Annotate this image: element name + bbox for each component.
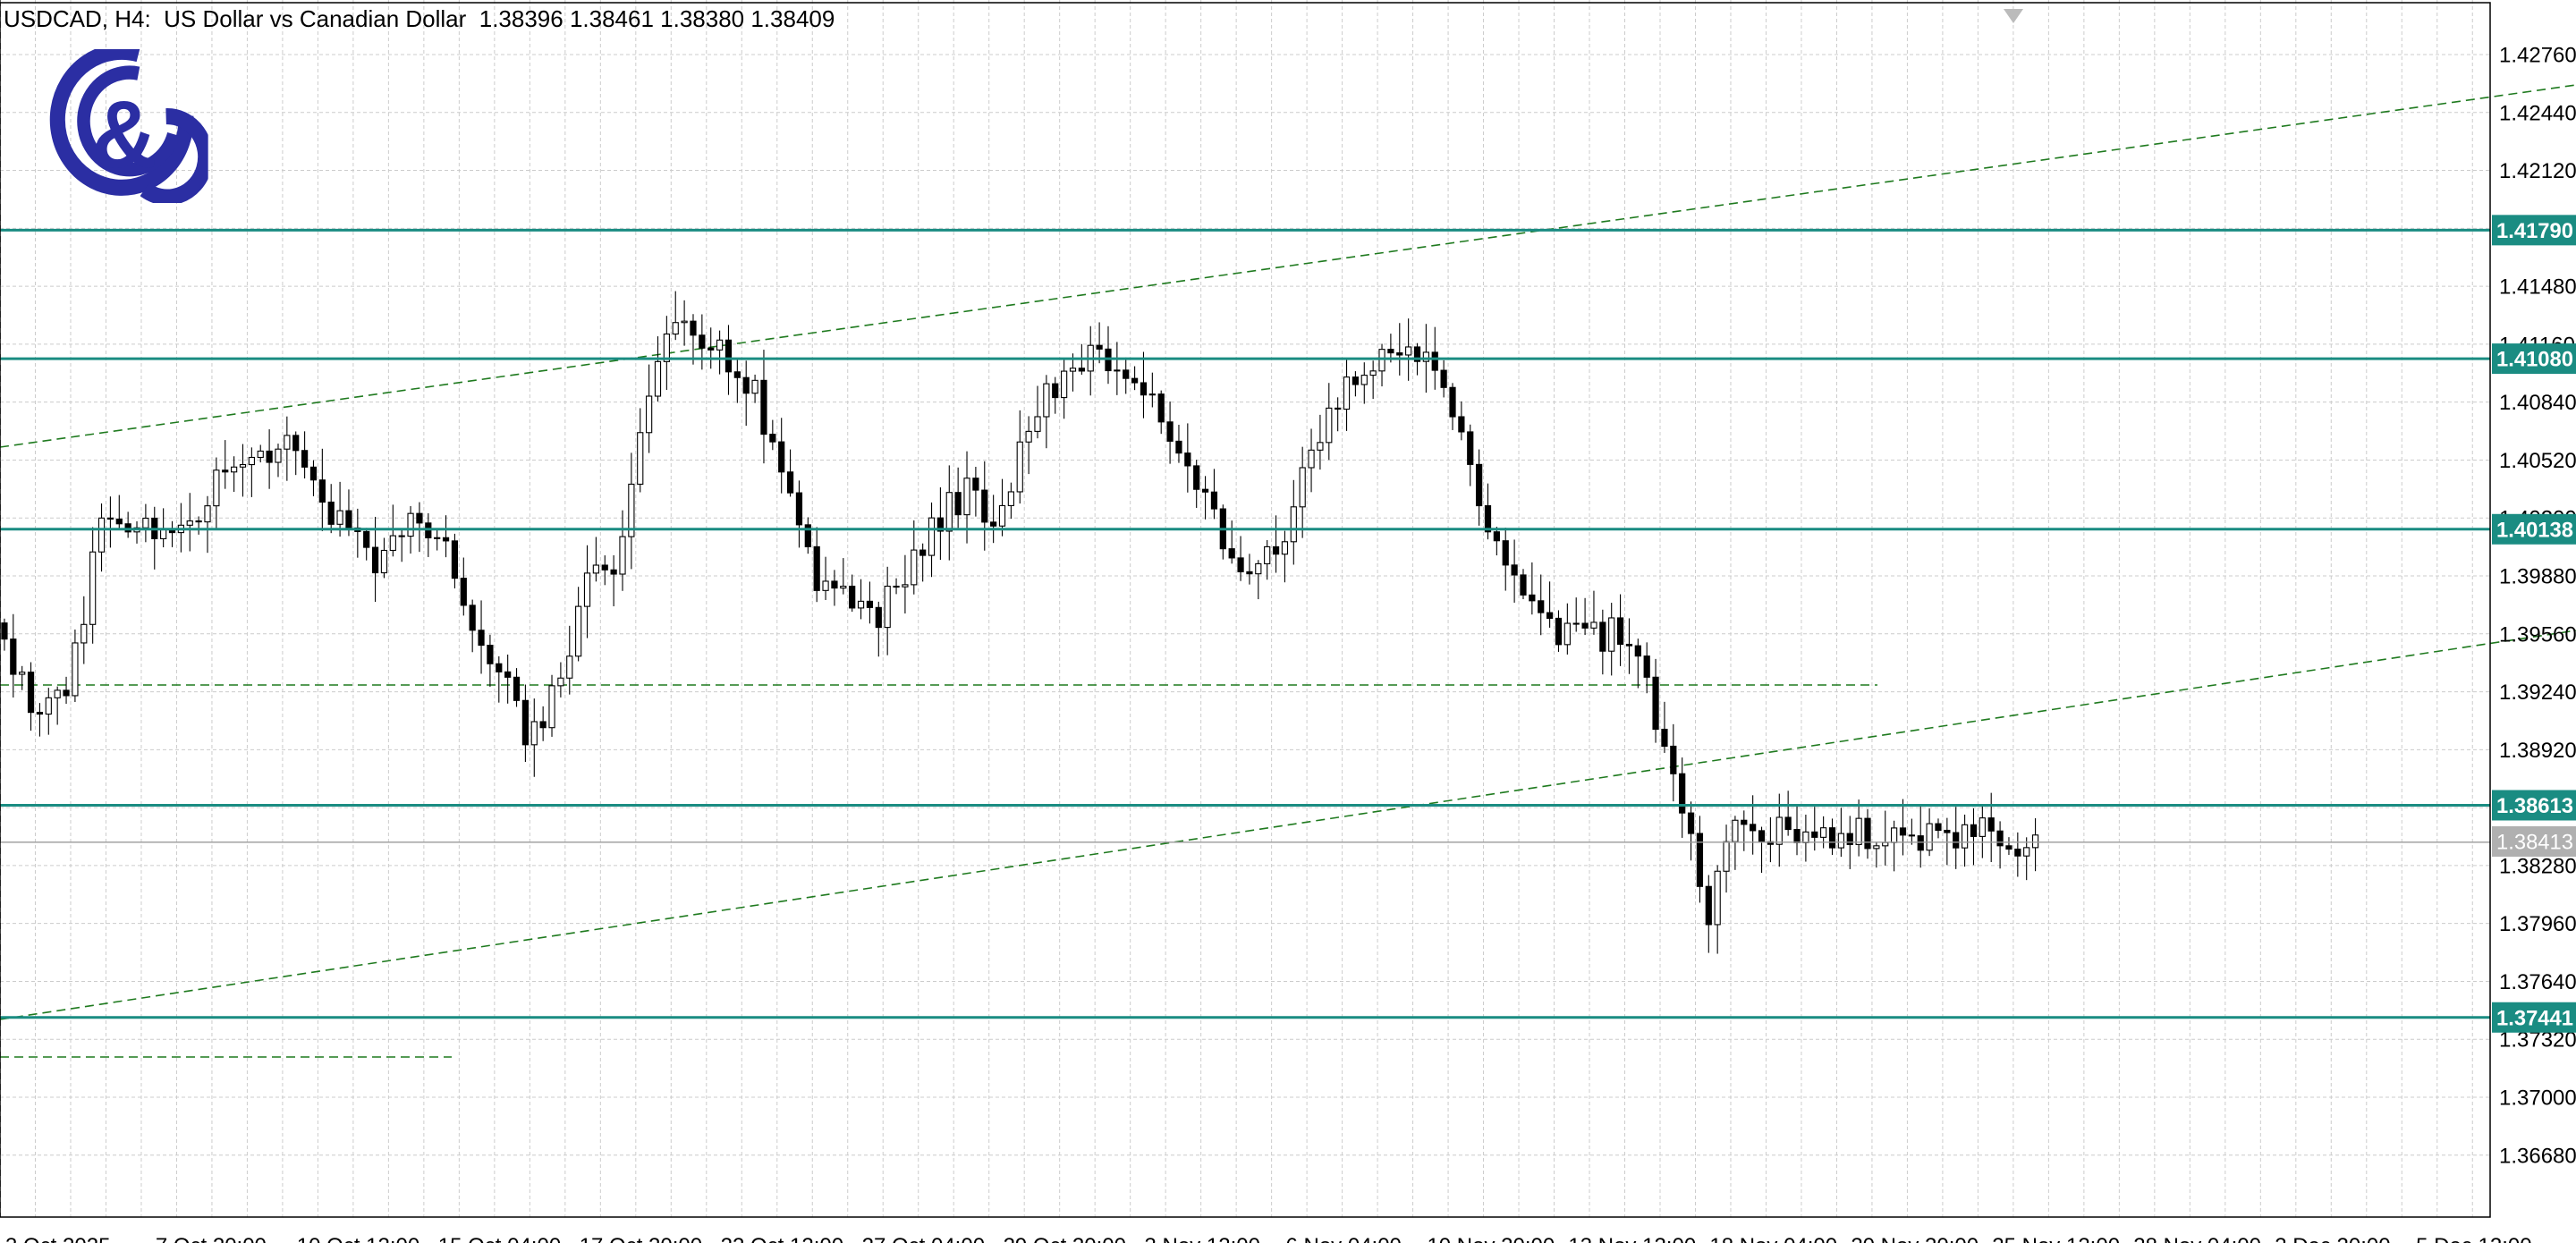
- svg-text:1.42120: 1.42120: [2499, 159, 2576, 183]
- svg-text:1.41080: 1.41080: [2496, 348, 2573, 372]
- svg-text:1.40138: 1.40138: [2496, 518, 2573, 542]
- svg-text:22 Oct 12:00: 22 Oct 12:00: [721, 1234, 843, 1243]
- svg-text:25 Nov 12:00: 25 Nov 12:00: [1992, 1234, 2120, 1243]
- svg-text:3 Oct 2025: 3 Oct 2025: [5, 1234, 110, 1243]
- svg-text:3 Nov 12:00: 3 Nov 12:00: [1145, 1234, 1260, 1243]
- svg-text:13 Nov 12:00: 13 Nov 12:00: [1568, 1234, 1696, 1243]
- svg-text:1.39560: 1.39560: [2499, 622, 2576, 647]
- svg-text:1.42760: 1.42760: [2499, 44, 2576, 68]
- svg-text:1.37960: 1.37960: [2499, 912, 2576, 936]
- svg-text:5 Dec 12:00: 5 Dec 12:00: [2416, 1234, 2531, 1243]
- svg-text:10 Oct 12:00: 10 Oct 12:00: [297, 1234, 419, 1243]
- svg-text:1.41480: 1.41480: [2499, 275, 2576, 300]
- svg-text:20 Nov 20:00: 20 Nov 20:00: [1851, 1234, 1979, 1243]
- svg-text:27 Oct 04:00: 27 Oct 04:00: [862, 1234, 985, 1243]
- svg-text:28 Nov 04:00: 28 Nov 04:00: [2133, 1234, 2261, 1243]
- svg-text:15 Oct 04:00: 15 Oct 04:00: [438, 1234, 561, 1243]
- svg-text:6 Nov 04:00: 6 Nov 04:00: [1285, 1234, 1401, 1243]
- svg-text:18 Nov 04:00: 18 Nov 04:00: [1709, 1234, 1837, 1243]
- svg-text:1.40840: 1.40840: [2499, 391, 2576, 415]
- svg-text:1.38920: 1.38920: [2499, 739, 2576, 763]
- svg-text:1.38613: 1.38613: [2496, 794, 2573, 818]
- svg-text:1.37000: 1.37000: [2499, 1087, 2576, 1111]
- svg-text:1.41790: 1.41790: [2496, 219, 2573, 243]
- svg-text:1.37640: 1.37640: [2499, 970, 2576, 994]
- svg-text:&: &: [92, 82, 157, 189]
- svg-text:1.37441: 1.37441: [2496, 1006, 2573, 1030]
- svg-text:7 Oct 20:00: 7 Oct 20:00: [156, 1234, 267, 1243]
- svg-text:29 Oct 20:00: 29 Oct 20:00: [1004, 1234, 1126, 1243]
- svg-text:1.39240: 1.39240: [2499, 681, 2576, 705]
- svg-text:1.39880: 1.39880: [2499, 565, 2576, 589]
- svg-text:10 Nov 20:00: 10 Nov 20:00: [1427, 1234, 1555, 1243]
- svg-text:17 Oct 20:00: 17 Oct 20:00: [580, 1234, 702, 1243]
- svg-text:1.42440: 1.42440: [2499, 101, 2576, 125]
- svg-text:1.38413: 1.38413: [2496, 830, 2573, 854]
- svg-text:1.36680: 1.36680: [2499, 1144, 2576, 1168]
- svg-text:2 Dec 20:00: 2 Dec 20:00: [2275, 1234, 2390, 1243]
- svg-text:1.38280: 1.38280: [2499, 854, 2576, 878]
- svg-text:1.40520: 1.40520: [2499, 449, 2576, 473]
